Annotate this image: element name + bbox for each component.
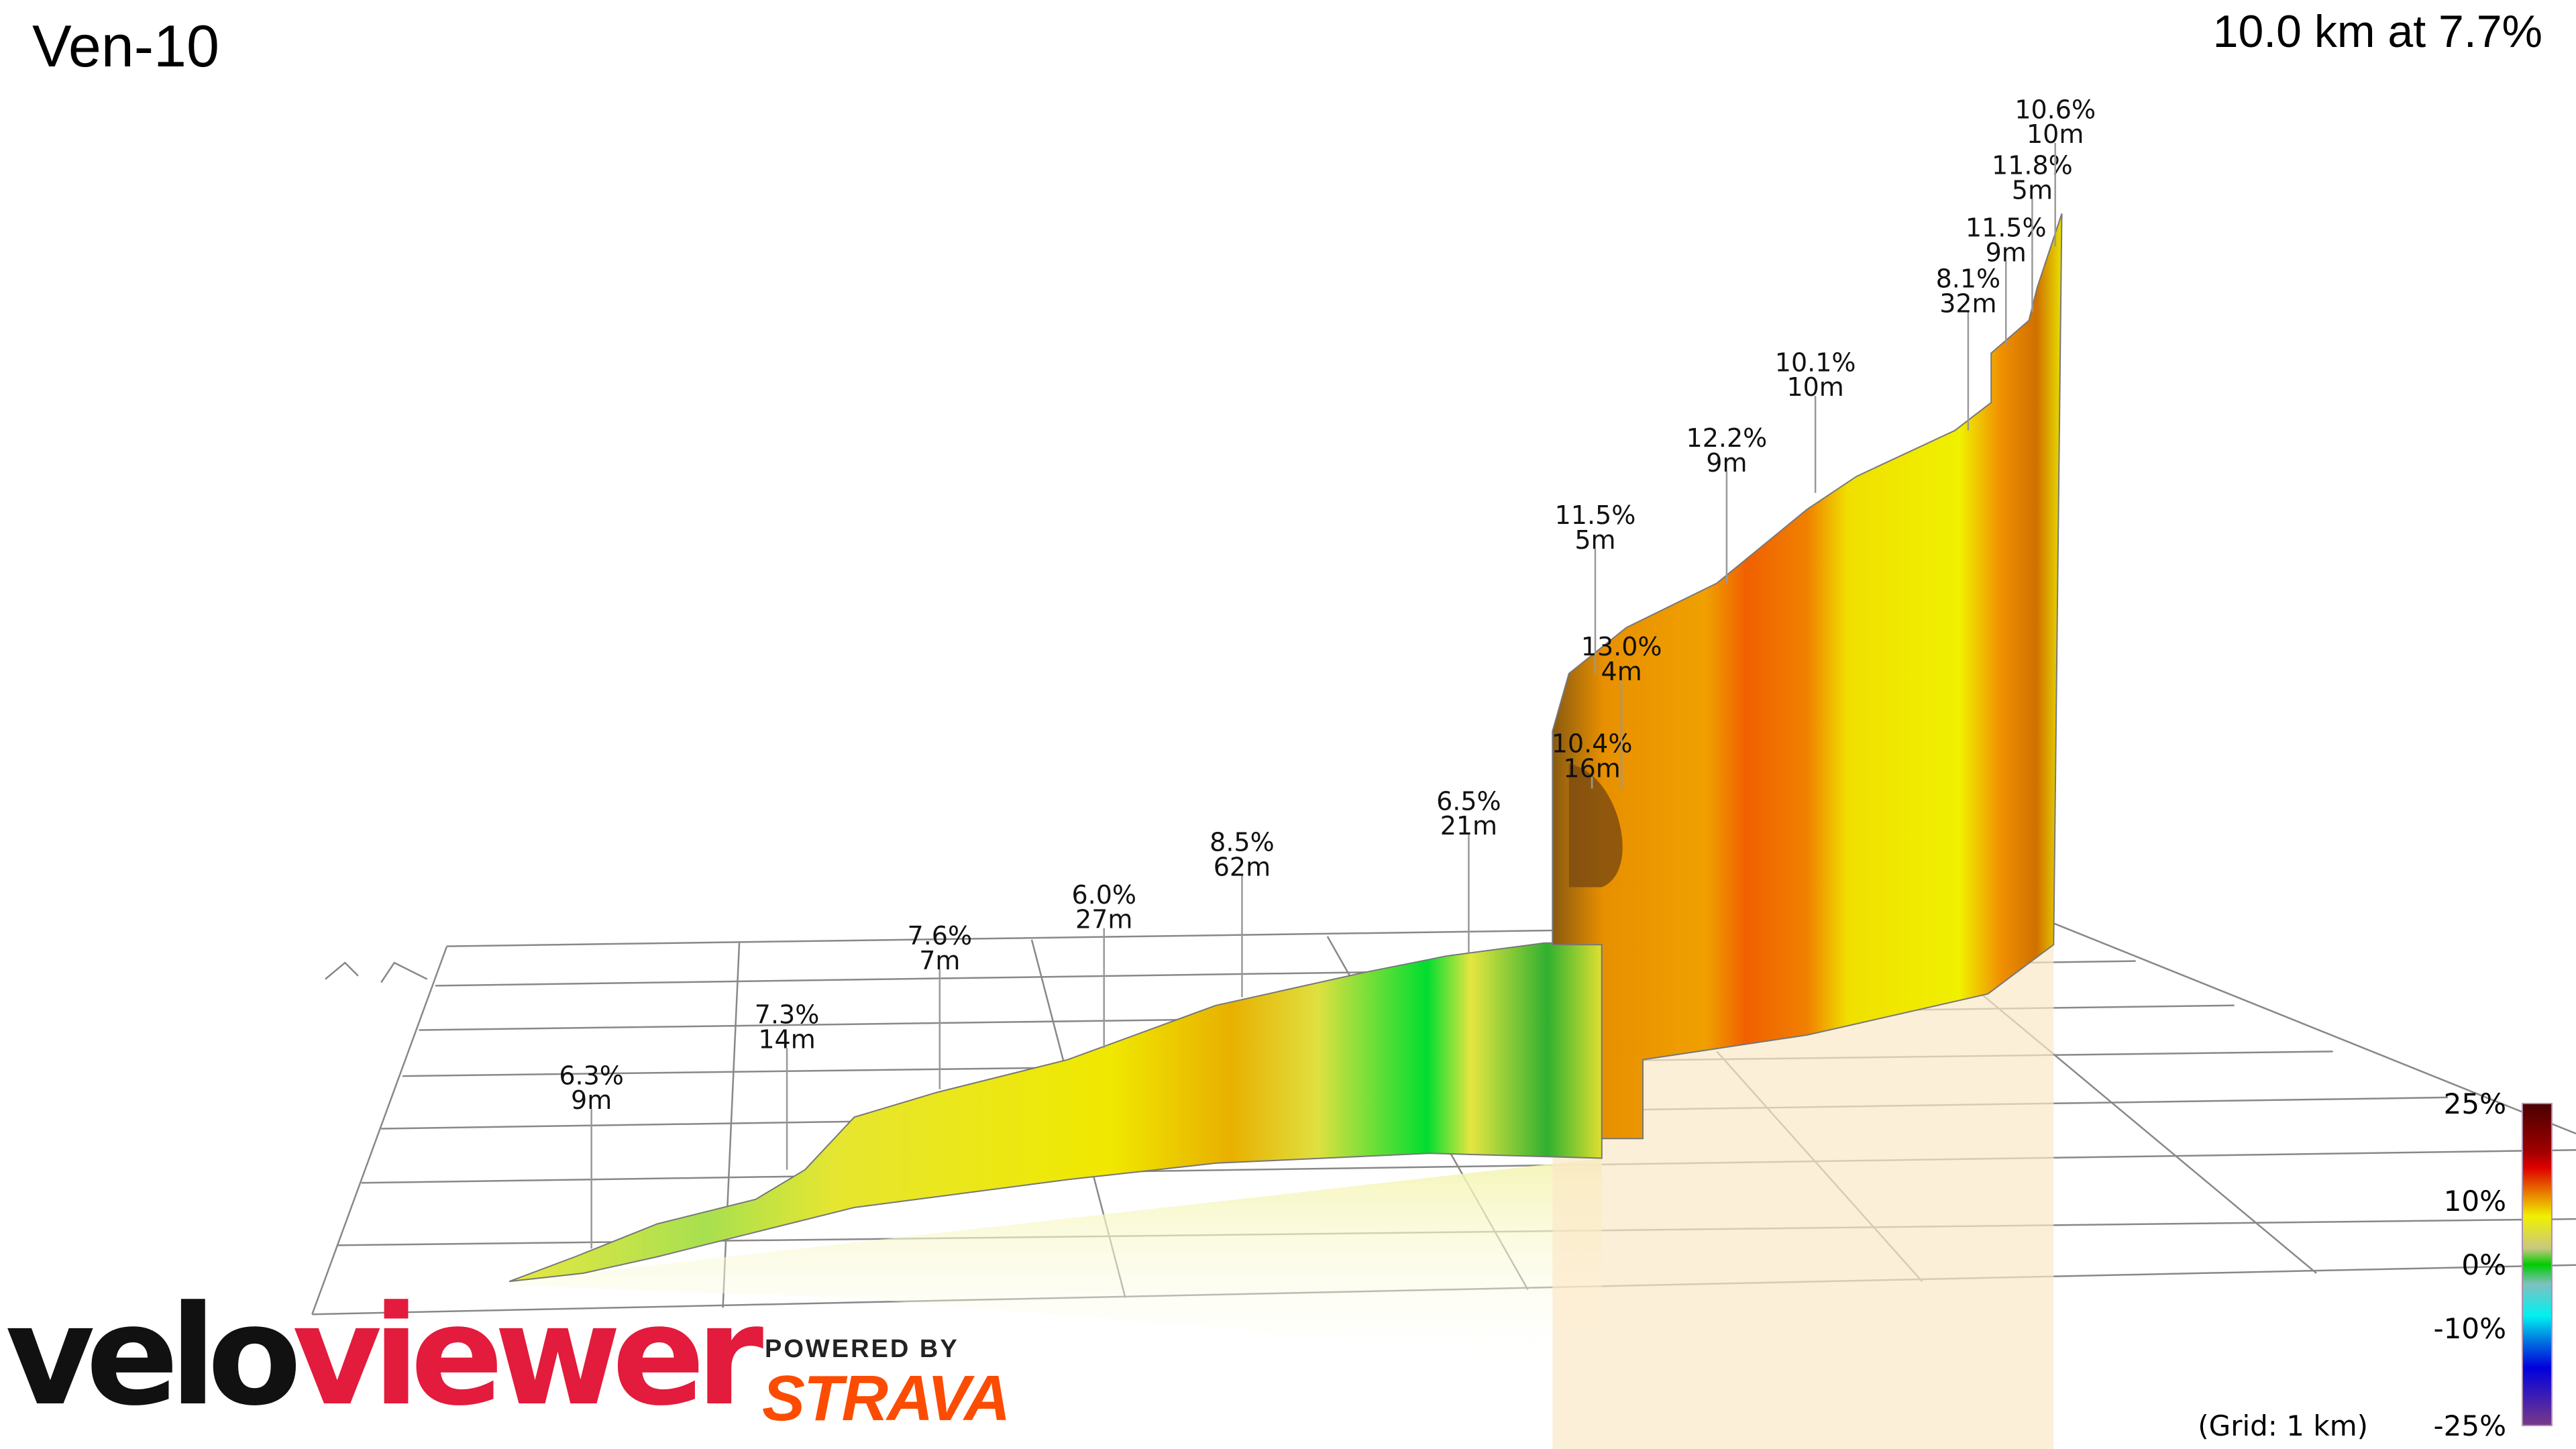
segment-grade: 10.6%: [2015, 95, 2096, 124]
segment-label: 10.1%10m: [1775, 347, 1856, 493]
segment-length: 9m: [1986, 237, 2027, 267]
segment-label: 7.3%14m: [755, 1000, 820, 1170]
segment-length: 21m: [1440, 811, 1497, 841]
segment-grade: 10.4%: [1552, 729, 1633, 759]
segment-grade: 6.0%: [1071, 880, 1136, 910]
profile-lower-section: [508, 942, 1603, 1283]
grid-line: [722, 943, 741, 1308]
color-scale-bar: [2522, 1103, 2553, 1426]
grid-note: (Grid: 1 km): [2198, 1409, 2368, 1442]
grid-line: [311, 946, 448, 1315]
segment-length: 14m: [758, 1024, 815, 1054]
powered-by-text: POWERED BY: [765, 1335, 959, 1363]
segment-label: 7.6%7m: [908, 921, 973, 1089]
segment-grade: 6.3%: [559, 1061, 624, 1090]
segment-labels: 6.3%9m7.3%14m7.6%7m6.0%27m8.5%62m6.5%21m…: [559, 95, 2096, 1249]
segment-label: 8.1%32m: [1936, 264, 2001, 431]
profile-fold: [1568, 763, 1623, 888]
legend-tick-10: 10%: [2444, 1185, 2506, 1218]
segment-grade: 8.1%: [1936, 264, 2001, 294]
segment-length: 10m: [1786, 372, 1843, 402]
grid-line: [361, 1149, 2576, 1184]
veloviewer-logo: veloviewer: [5, 1277, 763, 1436]
segment-length: 4m: [1601, 657, 1642, 686]
north-arrow-icon: [325, 961, 428, 983]
segment-label: 10.6%10m: [2015, 95, 2096, 247]
segment-length: 5m: [2012, 175, 2053, 205]
segment-label: 6.0%27m: [1071, 880, 1136, 1049]
segment-grade: 10.1%: [1775, 347, 1856, 377]
segment-label: 6.5%21m: [1436, 786, 1501, 953]
segment-grade: 12.2%: [1686, 423, 1768, 453]
segment-length: 10m: [2027, 119, 2084, 149]
legend-tick-minus10: -10%: [2433, 1312, 2506, 1345]
climb-summary: 10.0 km at 7.7%: [2212, 6, 2542, 57]
segment-label: 10.4%16m: [1552, 729, 1633, 789]
profile-reflection: [509, 945, 2054, 1449]
segment-grade: 11.8%: [1992, 151, 2073, 180]
gradient-color-legend: 25% 10% 0% -10% -25% (Grid: 1 km): [2198, 1087, 2553, 1442]
chart-title: Ven-10: [32, 13, 219, 79]
legend-tick-0: 0%: [2461, 1248, 2506, 1281]
segment-grade: 11.5%: [1555, 500, 1636, 530]
segment-label: 6.3%9m: [559, 1061, 624, 1249]
segment-label: 8.5%62m: [1210, 828, 1275, 998]
reflection-high: [1552, 945, 2054, 1449]
segment-length: 5m: [1574, 525, 1615, 555]
legend-tick-25: 25%: [2444, 1087, 2506, 1120]
segment-grade: 6.5%: [1436, 786, 1501, 816]
segment-length: 9m: [571, 1085, 612, 1115]
profile-surface: [508, 213, 2063, 1283]
reflection-low: [509, 1158, 1602, 1364]
profile-upper-section: [1552, 213, 2063, 1140]
segment-grade: 7.3%: [755, 1000, 820, 1030]
strava-logo: STRAVA: [762, 1362, 1010, 1434]
segment-length: 9m: [1706, 448, 1747, 478]
segment-label: 11.5%5m: [1555, 500, 1636, 674]
grid-line: [2053, 922, 2576, 1134]
segment-label: 11.8%5m: [1992, 151, 2073, 313]
segment-length: 27m: [1075, 905, 1132, 934]
segment-grade: 8.5%: [1210, 828, 1275, 857]
segment-length: 62m: [1214, 852, 1271, 881]
segment-length: 16m: [1563, 753, 1620, 783]
segment-length: 32m: [1939, 288, 1996, 318]
segment-grade: 7.6%: [908, 921, 973, 951]
legend-tick-minus25: -25%: [2433, 1409, 2506, 1442]
segment-label: 12.2%9m: [1686, 423, 1768, 584]
segment-length: 7m: [919, 946, 960, 975]
